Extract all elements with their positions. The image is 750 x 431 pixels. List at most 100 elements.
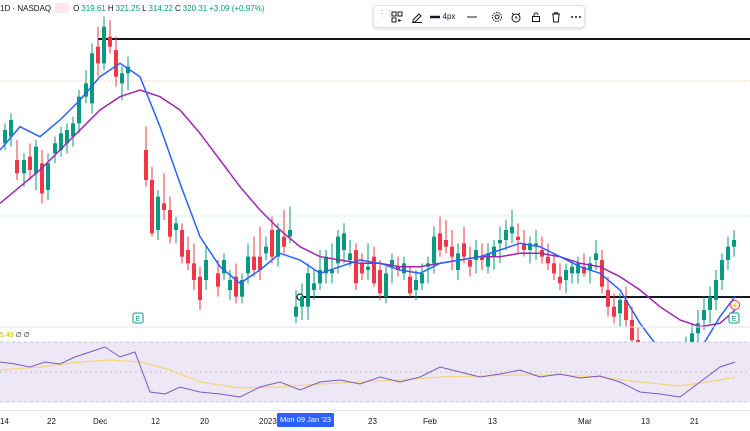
candle[interactable] xyxy=(570,266,574,274)
candle[interactable] xyxy=(276,230,280,257)
candle[interactable] xyxy=(528,243,532,250)
candle[interactable] xyxy=(708,296,712,310)
candle[interactable] xyxy=(192,263,196,280)
candle[interactable] xyxy=(384,273,388,297)
candle[interactable] xyxy=(282,236,286,247)
candle[interactable] xyxy=(96,46,100,64)
candle[interactable] xyxy=(144,150,148,180)
candle[interactable] xyxy=(34,146,38,174)
candle[interactable] xyxy=(444,240,448,247)
candle[interactable] xyxy=(588,263,592,270)
candle[interactable] xyxy=(71,123,75,137)
candle[interactable] xyxy=(612,306,616,317)
candle[interactable] xyxy=(468,260,472,267)
alert-icon[interactable] xyxy=(730,300,740,310)
indicator-toggle-icon[interactable] xyxy=(55,3,70,13)
line-style-icon[interactable]: 4px xyxy=(429,8,455,26)
candle[interactable] xyxy=(372,256,376,284)
candle[interactable] xyxy=(690,333,694,350)
candle[interactable] xyxy=(414,280,418,290)
candle[interactable] xyxy=(534,243,538,247)
template-icon[interactable] xyxy=(389,8,406,26)
candle[interactable] xyxy=(342,233,346,250)
candle[interactable] xyxy=(198,276,202,300)
candle[interactable] xyxy=(558,276,562,284)
candle[interactable] xyxy=(216,273,220,287)
candle[interactable] xyxy=(120,73,124,84)
symbol-interval[interactable]: 1D · NASDAQ xyxy=(0,3,52,13)
candle[interactable] xyxy=(228,280,232,290)
candle[interactable] xyxy=(510,226,514,234)
candle[interactable] xyxy=(480,256,484,260)
candle[interactable] xyxy=(264,246,268,254)
candle[interactable] xyxy=(606,290,610,307)
candle[interactable] xyxy=(624,300,628,320)
pencil-icon[interactable] xyxy=(409,8,426,26)
candle[interactable] xyxy=(714,280,718,300)
candle[interactable] xyxy=(438,233,442,250)
candle[interactable] xyxy=(84,83,88,97)
candle[interactable] xyxy=(360,263,364,274)
candle[interactable] xyxy=(576,263,580,274)
delete-icon[interactable] xyxy=(548,8,565,26)
candle[interactable] xyxy=(312,283,316,290)
candle[interactable] xyxy=(396,266,400,270)
candle[interactable] xyxy=(618,300,622,314)
candle[interactable] xyxy=(516,236,520,240)
candle[interactable] xyxy=(582,266,586,274)
candle[interactable] xyxy=(180,230,184,257)
candle[interactable] xyxy=(22,160,26,174)
candle[interactable] xyxy=(174,223,178,230)
candle[interactable] xyxy=(204,260,208,280)
candle[interactable] xyxy=(108,36,112,47)
candle[interactable] xyxy=(450,246,454,257)
candle[interactable] xyxy=(114,50,118,77)
candle[interactable] xyxy=(366,266,370,270)
drag-grip-icon[interactable]: ⋮⋮ xyxy=(378,8,394,18)
candle[interactable] xyxy=(77,96,81,124)
candle[interactable] xyxy=(246,256,250,274)
candle[interactable] xyxy=(3,130,7,144)
candle[interactable] xyxy=(294,306,298,317)
candle[interactable] xyxy=(552,263,556,274)
candle[interactable] xyxy=(162,203,166,210)
candle[interactable] xyxy=(324,256,328,274)
candle[interactable] xyxy=(168,210,172,237)
candle[interactable] xyxy=(59,133,63,150)
candle[interactable] xyxy=(234,276,238,297)
candle[interactable] xyxy=(474,250,478,260)
candle[interactable] xyxy=(102,26,106,64)
candle[interactable] xyxy=(522,243,526,250)
candle[interactable] xyxy=(288,230,292,237)
candle[interactable] xyxy=(306,273,310,307)
lock-icon[interactable] xyxy=(528,8,545,26)
candle[interactable] xyxy=(186,250,190,264)
candle[interactable] xyxy=(720,260,724,280)
candle[interactable] xyxy=(222,260,226,274)
earnings-event-2[interactable]: E xyxy=(728,312,740,324)
candle[interactable] xyxy=(348,253,352,260)
candle[interactable] xyxy=(546,256,550,264)
settings-icon[interactable] xyxy=(488,8,505,26)
candle[interactable] xyxy=(354,250,358,284)
candle[interactable] xyxy=(498,240,502,244)
more-icon[interactable] xyxy=(567,8,584,26)
candle[interactable] xyxy=(330,270,334,274)
candle[interactable] xyxy=(564,270,568,280)
candle[interactable] xyxy=(378,270,382,294)
candle[interactable] xyxy=(65,130,69,144)
candle[interactable] xyxy=(462,243,466,257)
candle[interactable] xyxy=(150,180,154,234)
candle[interactable] xyxy=(504,230,508,240)
earnings-event-1[interactable]: E xyxy=(132,312,144,324)
candle[interactable] xyxy=(600,260,604,287)
candle[interactable] xyxy=(408,276,412,294)
candle[interactable] xyxy=(402,263,406,274)
candle[interactable] xyxy=(630,320,634,340)
candle[interactable] xyxy=(46,163,50,190)
candle[interactable] xyxy=(15,160,19,174)
candle[interactable] xyxy=(53,143,57,154)
time-axis[interactable]: 14 22 Dec 12 20 2023 23 Feb 13 Mar 13 21 xyxy=(0,410,750,431)
candle[interactable] xyxy=(270,230,274,257)
